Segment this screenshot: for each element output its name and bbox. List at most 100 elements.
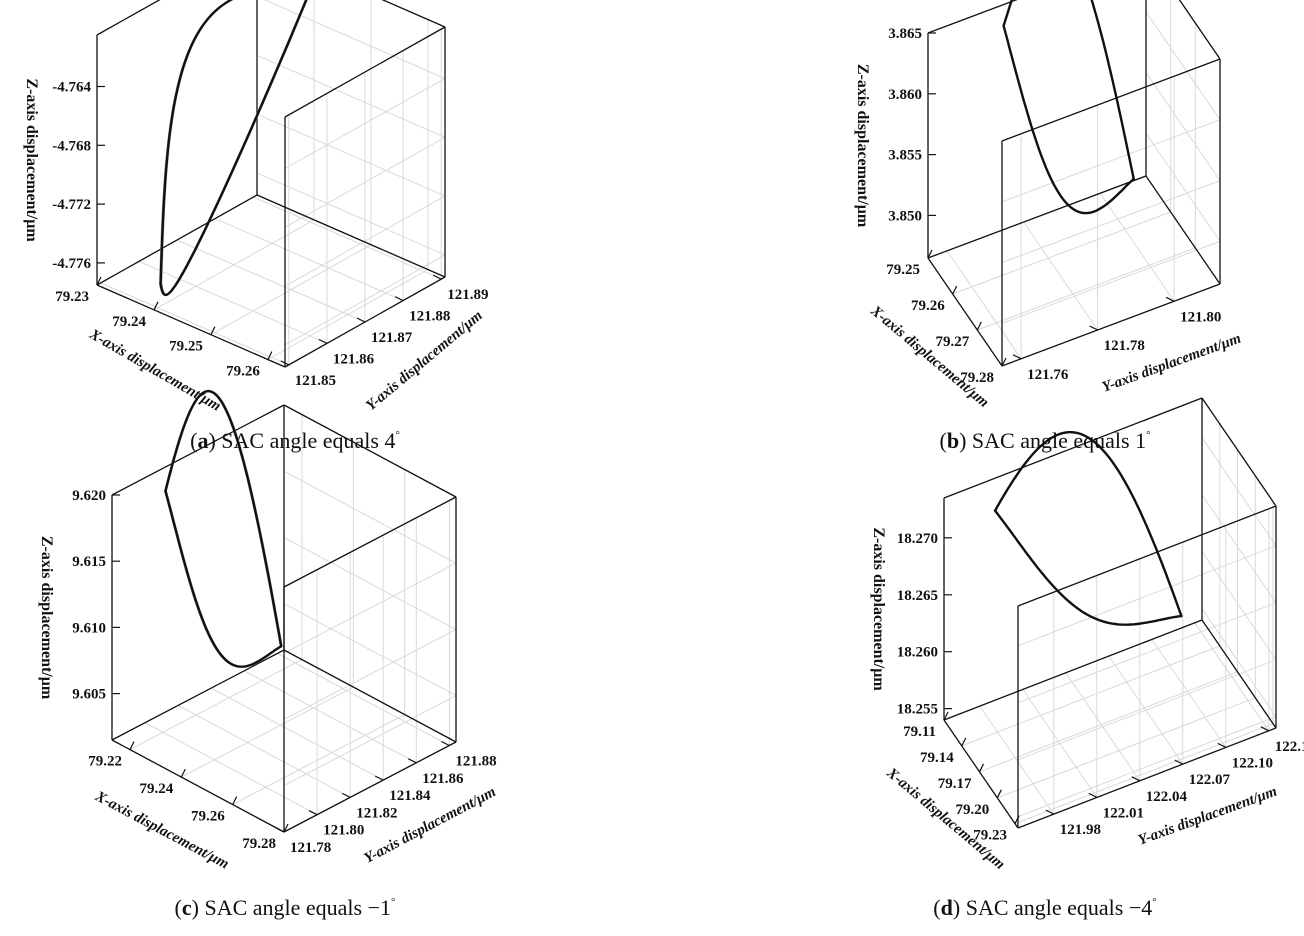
z-axis-title: Z-axis displacement/μm bbox=[23, 78, 40, 242]
grid-line bbox=[1001, 119, 1221, 203]
x-tick-label: 79.24 bbox=[112, 314, 146, 330]
x-tick-label: 79.25 bbox=[169, 339, 203, 355]
grid-line bbox=[977, 247, 1196, 331]
axis-box-edge bbox=[927, 257, 1003, 367]
grid-line bbox=[1099, 193, 1175, 302]
data-trace-ghost bbox=[160, 0, 307, 296]
grid-line bbox=[100, 282, 289, 366]
grid-line bbox=[181, 686, 354, 778]
y-tick-mark bbox=[432, 274, 442, 280]
data-trace-lower bbox=[1002, 24, 1135, 215]
x-tick-label: 79.23 bbox=[973, 828, 1007, 844]
grid-line bbox=[1151, 639, 1227, 748]
y-tick-mark bbox=[1045, 809, 1055, 815]
grid-line bbox=[1145, 133, 1221, 242]
grid-line bbox=[1108, 655, 1184, 765]
x-tick-mark bbox=[976, 321, 982, 331]
data-trace-ghost bbox=[1002, 25, 1134, 214]
axis-box-edge bbox=[1001, 283, 1221, 367]
caption-letter: d bbox=[941, 895, 953, 920]
data-trace-ghost bbox=[161, 0, 233, 284]
axis-box-edge bbox=[1145, 175, 1221, 285]
z-axis-title: Z-axis displacement/μm bbox=[854, 64, 871, 228]
y-tick-mark bbox=[318, 338, 328, 344]
caption-degree: ° bbox=[395, 429, 399, 441]
x-axis-title: X-axis displacement/μm bbox=[867, 302, 992, 411]
z-tick-label: 9.620 bbox=[72, 488, 106, 504]
x-tick-label: 79.14 bbox=[920, 750, 954, 766]
x-tick-label: 79.26 bbox=[226, 364, 260, 380]
x-tick-label: 79.24 bbox=[140, 781, 174, 797]
panel-caption: (b) SAC angle equals 1° bbox=[940, 428, 1151, 453]
axis-box-edge bbox=[943, 619, 1203, 721]
data-trace-ghost bbox=[994, 431, 1182, 617]
grid-line bbox=[997, 697, 1256, 799]
axis-box-edge bbox=[256, 194, 446, 278]
z-tick-label: -4.776 bbox=[52, 256, 91, 272]
y-tick-mark bbox=[1165, 296, 1175, 302]
grid-line bbox=[1017, 602, 1277, 704]
data-trace-lower bbox=[993, 509, 1183, 626]
panel-caption: (a) SAC angle equals 4° bbox=[190, 428, 400, 453]
axis-box-edge bbox=[283, 404, 457, 498]
grid-line bbox=[263, 0, 446, 79]
caption-angle: −1 bbox=[368, 895, 391, 920]
grid-line bbox=[1145, 72, 1221, 181]
x-tick-label: 79.27 bbox=[936, 334, 970, 350]
axis-box-edge bbox=[283, 649, 457, 743]
z-tick-label: 3.855 bbox=[888, 148, 922, 164]
grid-line bbox=[1201, 494, 1277, 604]
x-tick-mark bbox=[180, 768, 186, 778]
x-tick-label: 79.26 bbox=[191, 809, 225, 825]
grid-line bbox=[1145, 11, 1221, 121]
data-trace-ghost bbox=[994, 431, 1182, 617]
x-tick-label: 79.25 bbox=[886, 262, 920, 278]
data-trace-ghost bbox=[995, 510, 1182, 626]
caption-text: SAC angle equals bbox=[204, 895, 367, 920]
y-tick-label: 121.80 bbox=[323, 823, 364, 839]
axis-box-edge bbox=[284, 26, 446, 118]
grid-line bbox=[1023, 221, 1099, 331]
x-tick-label: 79.28 bbox=[242, 836, 276, 852]
z-tick-label: 18.270 bbox=[897, 531, 938, 547]
caption-degree: ° bbox=[1152, 896, 1156, 908]
data-trace-upper bbox=[164, 389, 283, 648]
y-tick-label: 121.84 bbox=[389, 788, 431, 804]
y-tick-mark bbox=[1260, 726, 1270, 732]
z-tick-label: -4.768 bbox=[52, 138, 91, 154]
x-tick-label: 79.26 bbox=[911, 298, 945, 314]
caption-text: SAC angle equals bbox=[221, 428, 384, 453]
z-tick-label: 9.610 bbox=[72, 620, 106, 636]
grid-line bbox=[144, 722, 318, 816]
caption-angle: −4 bbox=[1129, 895, 1152, 920]
grid-line bbox=[283, 536, 457, 630]
y-tick-label: 122.10 bbox=[1232, 755, 1273, 771]
grid-line bbox=[979, 671, 1238, 773]
grid-line bbox=[283, 695, 457, 787]
y-tick-mark bbox=[356, 317, 366, 323]
x-tick-mark bbox=[952, 285, 958, 295]
y-tick-label: 121.78 bbox=[290, 840, 331, 856]
caption-degree: ° bbox=[1146, 429, 1150, 441]
panel-caption: (c) SAC angle equals −1° bbox=[175, 895, 396, 920]
grid-line bbox=[283, 470, 457, 564]
data-trace-ghost bbox=[994, 510, 1181, 626]
axis-box-edge bbox=[381, 0, 446, 28]
data-trace-ghost bbox=[1003, 25, 1135, 214]
grid-line bbox=[138, 260, 328, 344]
y-tick-mark bbox=[308, 810, 318, 816]
y-tick-mark bbox=[280, 360, 290, 366]
data-trace-lower bbox=[159, 0, 308, 297]
x-tick-label: 79.28 bbox=[960, 370, 994, 386]
data-trace-ghost bbox=[166, 490, 283, 667]
y-tick-label: 121.87 bbox=[371, 330, 413, 346]
y-tick-mark bbox=[408, 758, 417, 764]
axis-box-edge bbox=[1201, 397, 1277, 507]
grid-line bbox=[244, 670, 417, 764]
grid-line bbox=[232, 714, 405, 805]
grid-line bbox=[177, 704, 351, 798]
y-tick-mark bbox=[394, 296, 404, 302]
grid-line bbox=[214, 218, 404, 302]
x-tick-mark bbox=[232, 796, 238, 805]
